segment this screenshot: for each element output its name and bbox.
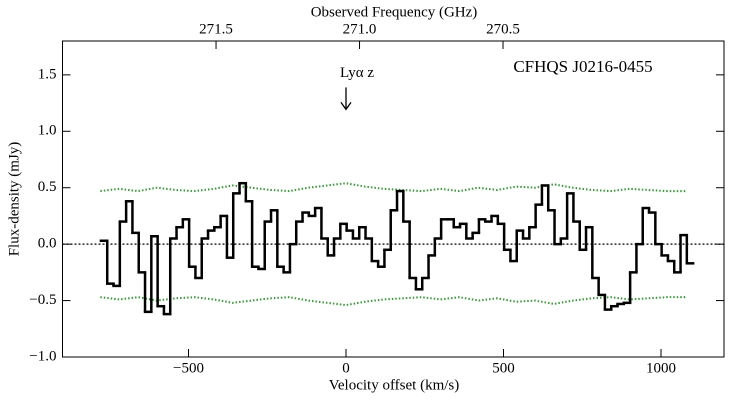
noise-line — [100, 296, 687, 307]
y-tick-label: 1.5 — [38, 66, 57, 82]
marker-label: Lyα z — [340, 65, 374, 81]
y-tick-label: −1.0 — [29, 348, 56, 364]
x2-tick-label: 271.0 — [343, 21, 377, 37]
plot-frame — [62, 40, 725, 358]
y-label: Flux-density (mJy) — [6, 142, 22, 257]
x2-tick-label: 270.5 — [486, 21, 520, 37]
x-label: Velocity offset (km/s) — [329, 377, 460, 393]
x2-tick-label: 271.5 — [199, 21, 233, 37]
marker-arrowhead — [340, 102, 352, 111]
y-tick-label: 1.0 — [38, 123, 57, 139]
x2-label: Observed Frequency (GHz) — [311, 4, 478, 20]
y-tick-label: 0.0 — [38, 236, 57, 252]
noise-line — [100, 182, 687, 193]
x-tick-label: 1000 — [646, 360, 676, 376]
y-tick-label: 0.5 — [38, 179, 57, 195]
x-tick-label: −500 — [173, 360, 204, 376]
y-tick-label: −0.5 — [29, 292, 56, 308]
x-tick-label: 0 — [342, 360, 350, 376]
source-label: CFHQS J0216-0455 — [513, 57, 652, 76]
x-tick-label: 500 — [492, 360, 515, 376]
